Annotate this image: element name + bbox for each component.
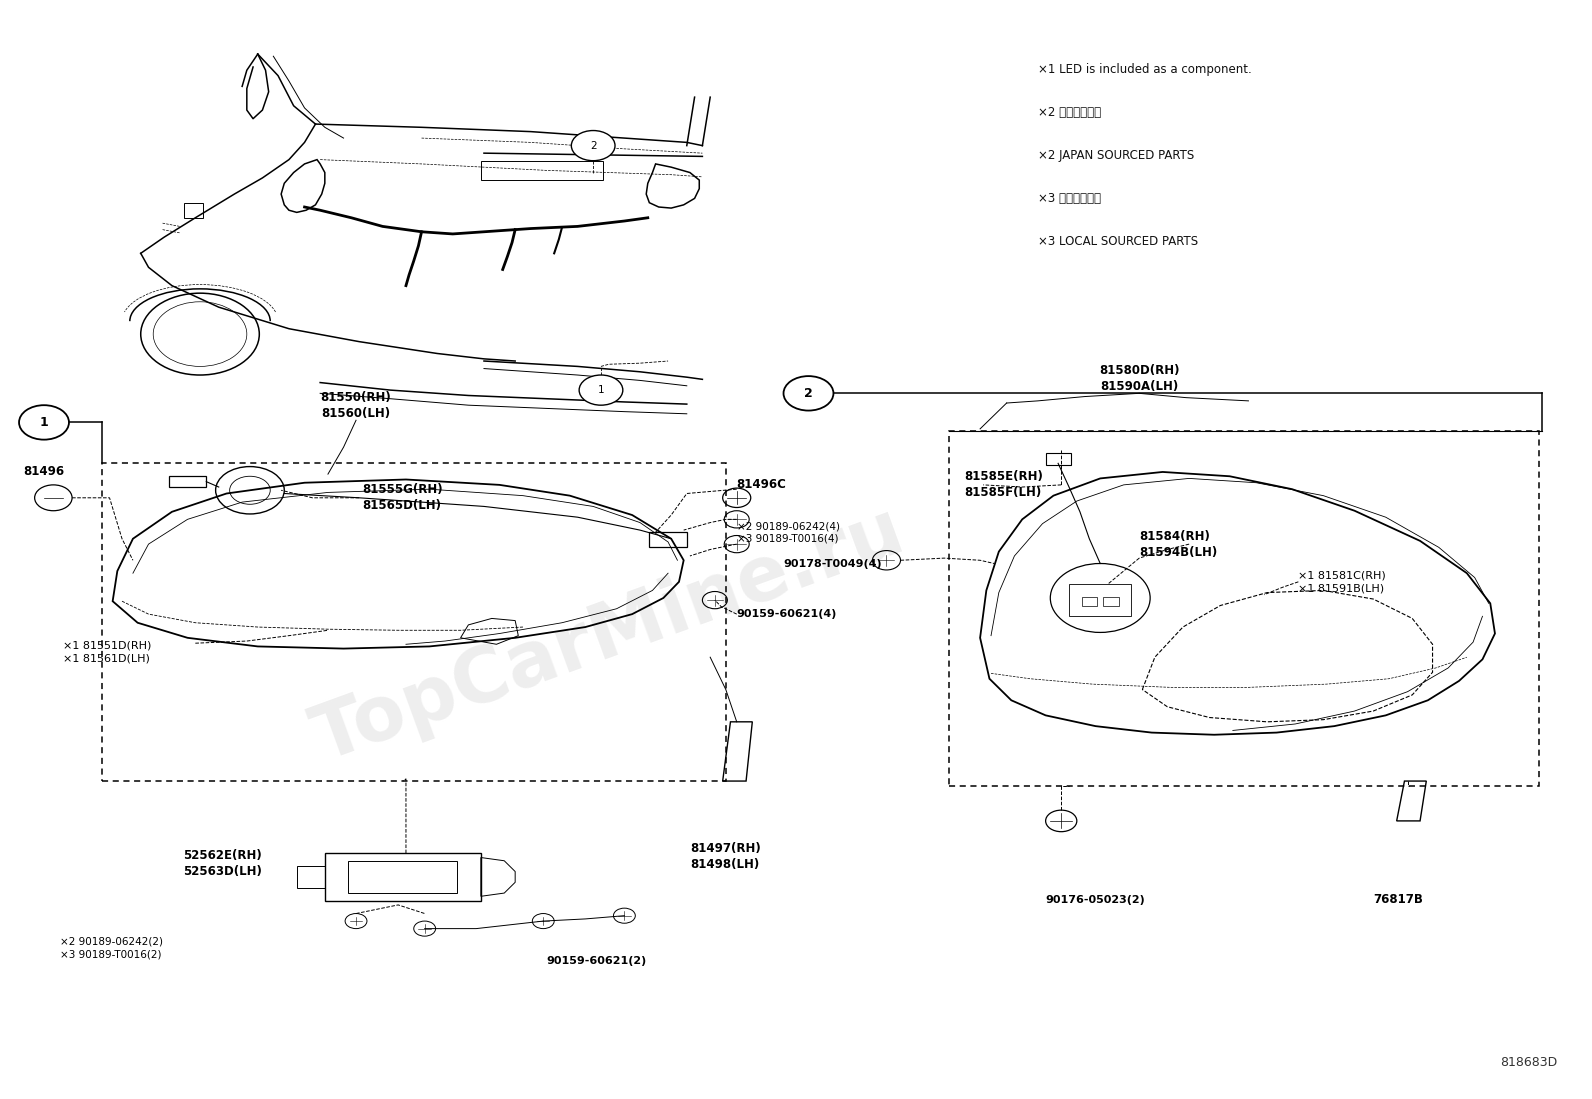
Text: 81555G(RH)
81565D(LH): 81555G(RH) 81565D(LH) [363, 484, 443, 512]
Text: 52562E(RH)
52563D(LH): 52562E(RH) 52563D(LH) [183, 850, 261, 878]
Circle shape [19, 406, 68, 440]
Text: ×2 90189-06242(4)
×3 90189-T0016(4): ×2 90189-06242(4) ×3 90189-T0016(4) [737, 521, 839, 544]
Bar [1081, 597, 1097, 606]
Text: ×2 90189-06242(2)
×3 90189-T0016(2): ×2 90189-06242(2) ×3 90189-T0016(2) [59, 936, 162, 959]
Bar [102, 464, 726, 781]
Text: 2: 2 [804, 387, 814, 400]
Bar [481, 160, 602, 180]
Text: 1: 1 [40, 415, 48, 429]
Bar [1070, 584, 1132, 617]
Text: 90176-05023(2): 90176-05023(2) [1046, 895, 1145, 904]
Text: ×1 LED is included as a component.: ×1 LED is included as a component. [1038, 63, 1251, 76]
Circle shape [579, 375, 622, 406]
Bar [1046, 453, 1070, 466]
Text: TopCarMine.ru: TopCarMine.ru [302, 495, 914, 777]
Text: ×3 LOCAL SOURCED PARTS: ×3 LOCAL SOURCED PARTS [1038, 235, 1197, 248]
Text: 81585E(RH)
81585F(LH): 81585E(RH) 81585F(LH) [965, 470, 1043, 499]
Bar [1103, 597, 1119, 606]
Text: ×2 JAPAN SOURCED PARTS: ×2 JAPAN SOURCED PARTS [1038, 148, 1194, 162]
Text: ×3 現地調達部品: ×3 現地調達部品 [1038, 192, 1100, 204]
Text: 81497(RH)
81498(LH): 81497(RH) 81498(LH) [689, 842, 761, 870]
Text: ×1 81551D(RH)
×1 81561D(LH): ×1 81551D(RH) ×1 81561D(LH) [62, 641, 151, 663]
Text: 1: 1 [597, 385, 605, 396]
Circle shape [783, 376, 834, 411]
Text: 76817B: 76817B [1374, 893, 1423, 906]
Bar [296, 866, 325, 888]
Text: 81496C: 81496C [737, 478, 786, 491]
Text: 81496: 81496 [24, 466, 65, 478]
Text: 81584(RH)
81594B(LH): 81584(RH) 81594B(LH) [1140, 530, 1218, 558]
Text: 2: 2 [591, 141, 597, 151]
Text: 90159-60621(4): 90159-60621(4) [737, 609, 837, 619]
Text: 90159-60621(2): 90159-60621(2) [546, 956, 646, 966]
Bar [949, 431, 1538, 787]
Bar [349, 861, 457, 893]
Bar [325, 853, 481, 900]
Text: 81580D(RH)
81590A(LH): 81580D(RH) 81590A(LH) [1098, 365, 1180, 393]
Text: 818683D: 818683D [1500, 1056, 1557, 1068]
Text: ×2 日本調達部品: ×2 日本調達部品 [1038, 106, 1102, 119]
Text: 81550(RH)
81560(LH): 81550(RH) 81560(LH) [320, 391, 392, 420]
Circle shape [572, 131, 615, 160]
Text: 90178-T0049(4): 90178-T0049(4) [783, 558, 882, 568]
Text: ×1 81581C(RH)
×1 81591B(LH): ×1 81581C(RH) ×1 81591B(LH) [1299, 570, 1387, 593]
